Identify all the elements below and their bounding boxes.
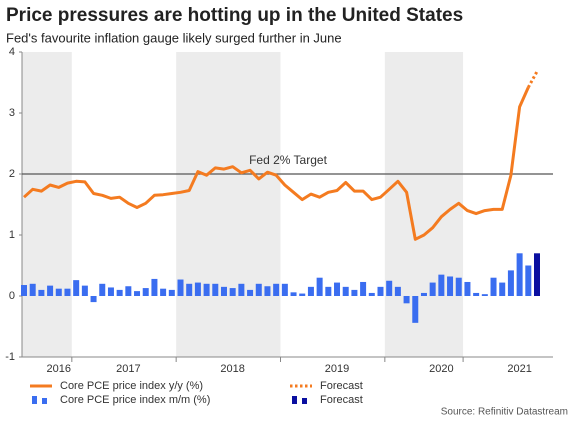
bar <box>290 292 297 296</box>
bar <box>38 289 45 296</box>
bar <box>394 286 401 296</box>
bar <box>360 281 367 296</box>
bar <box>447 276 454 296</box>
legend-label: Forecast <box>320 380 363 392</box>
bar <box>212 283 219 296</box>
bar <box>220 286 227 296</box>
bar <box>499 282 506 296</box>
y-tick-label: 2 <box>9 168 15 180</box>
bar <box>386 280 393 296</box>
bar <box>534 253 540 296</box>
year-band <box>176 52 281 357</box>
legend-label: Forecast <box>320 394 363 406</box>
y-tick-label: 0 <box>9 290 15 302</box>
legend-label: Core PCE price index m/m (%) <box>60 394 210 406</box>
y-tick-label: -1 <box>5 351 15 363</box>
bar <box>507 270 514 296</box>
y-tick-label: 1 <box>9 229 15 241</box>
bar <box>264 286 271 296</box>
bar <box>99 283 106 296</box>
chart-title: Price pressures are hotting up in the Un… <box>6 5 463 26</box>
legend-swatch <box>42 398 47 404</box>
bar <box>73 280 80 296</box>
bar <box>81 285 88 296</box>
bar <box>160 288 167 296</box>
x-tick-label: 2018 <box>220 363 244 375</box>
bar <box>134 291 141 296</box>
bar <box>116 289 123 296</box>
bar <box>342 286 349 296</box>
bar <box>203 283 210 296</box>
bar <box>490 277 497 296</box>
bar <box>464 281 471 296</box>
bar <box>151 278 158 296</box>
bar <box>412 296 419 323</box>
bar <box>307 286 314 296</box>
bar <box>281 283 288 296</box>
bar <box>316 277 323 296</box>
bar <box>299 293 306 296</box>
legend-swatch <box>302 398 307 404</box>
bar <box>247 289 254 296</box>
bar <box>29 283 36 296</box>
bar <box>255 283 262 296</box>
x-tick-label: 2017 <box>116 363 140 375</box>
bar <box>55 288 62 296</box>
legend-swatch <box>32 396 37 404</box>
bar <box>186 283 193 296</box>
bar <box>194 282 201 296</box>
chart-subtitle: Fed's favourite inflation gauge likely s… <box>6 30 342 45</box>
bar <box>429 282 436 296</box>
bar <box>325 286 332 296</box>
y-tick-label: 3 <box>9 107 15 119</box>
bar <box>90 296 97 303</box>
bar <box>238 283 245 296</box>
target-label: Fed 2% Target <box>249 153 327 167</box>
bar <box>403 296 410 304</box>
year-band <box>384 52 464 357</box>
bar <box>351 289 358 296</box>
x-tick-label: 2020 <box>429 363 453 375</box>
bar <box>481 294 488 296</box>
bar <box>21 285 27 296</box>
bar <box>368 292 375 296</box>
legend-swatch <box>292 396 297 404</box>
bar <box>377 286 384 296</box>
source: Source: Refinitiv Datastream <box>441 407 568 418</box>
year-band <box>22 52 72 357</box>
x-tick-label: 2019 <box>325 363 349 375</box>
x-tick-label: 2021 <box>507 363 531 375</box>
bar <box>438 274 445 296</box>
bar <box>125 286 132 296</box>
bar <box>107 287 114 296</box>
bar <box>273 283 280 296</box>
y-tick-label: 4 <box>9 46 15 58</box>
legend-label: Core PCE price index y/y (%) <box>60 380 203 392</box>
line <box>22 86 530 241</box>
bar <box>142 288 149 296</box>
bar <box>229 288 236 296</box>
bar <box>334 282 341 296</box>
bar <box>455 277 462 296</box>
line <box>526 70 539 89</box>
bar <box>177 279 184 296</box>
bar <box>473 292 480 296</box>
x-tick-label: 2016 <box>47 363 71 375</box>
bar <box>516 253 523 296</box>
bar <box>47 285 54 296</box>
bar <box>525 265 532 296</box>
bar <box>168 289 175 296</box>
bar <box>420 292 427 296</box>
bar <box>64 288 71 296</box>
